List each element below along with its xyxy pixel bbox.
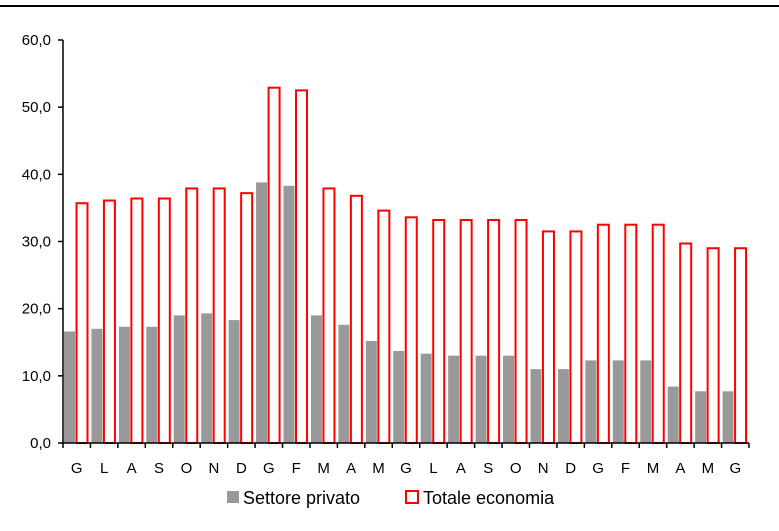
bar-totale-economia-11 [377,209,391,444]
bar-totale-economia-24 [734,247,748,444]
bar-settore-privato-17 [530,369,542,443]
x-tick-label-18: D [565,460,576,477]
bar-totale-economia-9 [322,187,336,444]
y-tick-label-4: 40,0 [22,166,51,183]
bar-settore-privato-6 [228,320,240,443]
bar-settore-privato-19 [585,360,597,443]
legend-label-totale-economia: Totale economia [423,488,555,508]
x-tick-label-23: M [702,460,715,477]
top-rule [0,5,779,7]
bar-totale-economia-15 [487,219,501,444]
bar-settore-privato-22 [667,386,679,443]
x-tick-label-15: S [483,460,493,477]
x-tick-label-14: A [456,460,466,477]
y-axis: 0,0 10,0 20,0 30,0 40,0 50,0 60,0 [22,32,64,452]
bar-totale-economia-13 [432,219,446,444]
bar-settore-privato-9 [310,315,322,443]
bar-settore-privato-12 [393,350,405,443]
bar-totale-economia-17 [541,230,555,444]
bar-totale-economia-19 [596,223,610,444]
x-tick-label-10: A [346,460,356,477]
legend-swatch-settore-privato [227,491,239,503]
bar-totale-economia-21 [651,223,665,444]
y-tick-label-5: 50,0 [22,99,51,116]
y-tick-label-0: 0,0 [30,435,51,452]
x-tick-label-0: G [71,460,83,477]
x-tick-label-13: L [429,460,437,477]
bars [64,86,748,445]
y-tick-label-2: 20,0 [22,301,51,318]
x-tick-label-4: O [181,460,193,477]
legend-swatch-totale-economia [405,490,419,504]
bar-totale-economia-7 [267,86,281,445]
bar-totale-economia-8 [295,89,309,444]
bar-totale-economia-5 [212,187,226,444]
bar-settore-privato-8 [283,185,295,444]
x-tick-label-21: M [647,460,660,477]
bar-settore-privato-21 [640,360,652,443]
legend: Settore privato Totale economia [227,488,555,508]
x-tick-label-11: M [372,460,385,477]
bar-settore-privato-13 [420,353,432,443]
bar-totale-economia-6 [240,192,254,444]
bar-settore-privato-10 [338,324,350,443]
bar-totale-economia-14 [459,219,473,444]
x-tick-label-8: F [292,460,301,477]
x-tick-label-1: L [100,460,108,477]
bar-totale-economia-20 [624,223,638,444]
bar-settore-privato-0 [64,331,75,443]
x-tick-label-24: G [729,460,741,477]
bar-totale-economia-22 [679,242,693,444]
bar-settore-privato-7 [256,182,268,444]
bar-settore-privato-15 [475,355,487,443]
bar-totale-economia-3 [157,197,171,444]
bar-totale-economia-16 [514,219,528,444]
bar-settore-privato-14 [448,355,460,443]
bar-settore-privato-16 [503,355,515,443]
x-tick-label-9: M [317,460,330,477]
x-tick-label-2: A [127,460,137,477]
y-tick-label-3: 30,0 [22,234,51,251]
y-tick-label-6: 60,0 [22,32,51,49]
legend-label-settore-privato: Settore privato [243,488,360,508]
x-tick-label-19: G [592,460,604,477]
bar-settore-privato-2 [118,326,130,443]
bar-totale-economia-10 [349,194,363,444]
x-tick-label-22: A [675,460,685,477]
bar-settore-privato-5 [201,313,213,443]
bar-settore-privato-18 [557,369,569,443]
bar-settore-privato-23 [695,391,707,443]
bar-totale-economia-0 [75,202,89,444]
bar-settore-privato-24 [722,391,734,443]
bar-totale-economia-23 [706,247,720,444]
x-tick-label-16: O [510,460,522,477]
x-tick-label-6: D [236,460,247,477]
x-tick-label-20: F [621,460,630,477]
x-tick-label-17: N [538,460,549,477]
bar-totale-economia-1 [102,199,116,444]
bar-settore-privato-1 [91,328,103,443]
bar-totale-economia-2 [130,197,144,444]
x-tick-label-5: N [208,460,219,477]
bar-settore-privato-11 [365,340,377,443]
x-tick-label-3: S [154,460,164,477]
bar-totale-economia-12 [404,216,418,444]
bar-settore-privato-3 [146,326,158,443]
bar-totale-economia-18 [569,230,583,444]
x-tick-label-12: G [400,460,412,477]
x-tick-label-7: G [263,460,275,477]
bar-settore-privato-4 [173,315,185,443]
bar-settore-privato-20 [612,360,624,443]
y-tick-label-1: 10,0 [22,368,51,385]
bar-totale-economia-4 [185,187,199,444]
